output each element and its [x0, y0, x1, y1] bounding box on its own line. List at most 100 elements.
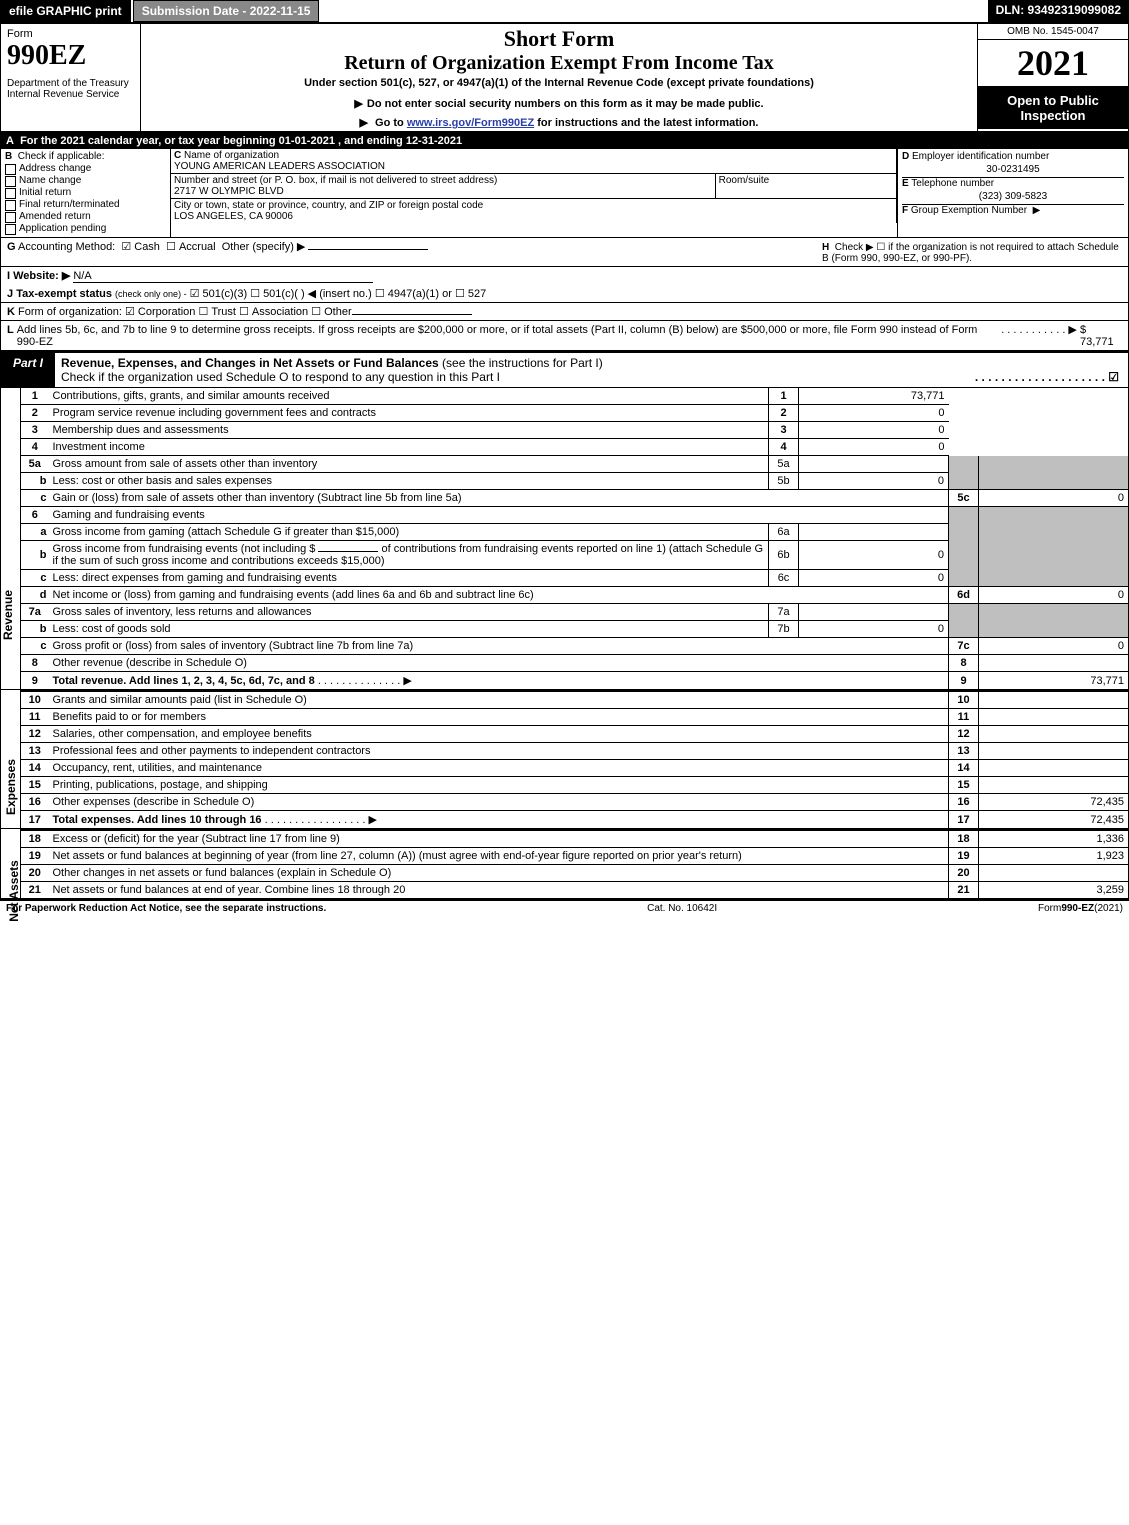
check-501c[interactable]: 501(c)( ) ◀ (insert no.) [250, 287, 372, 300]
line-10-amount [979, 691, 1129, 709]
line-5a-num: 5a [21, 456, 49, 473]
line-20-box: 20 [949, 865, 979, 882]
line-6-shade [949, 507, 979, 587]
check-application-pending[interactable]: Application pending [5, 223, 166, 234]
line-19-box: 19 [949, 848, 979, 865]
part-1-title: Revenue, Expenses, and Changes in Net As… [61, 356, 439, 370]
line-7c-amount: 0 [979, 638, 1129, 655]
check-name-change[interactable]: Name change [5, 175, 166, 186]
check-cash[interactable]: Cash [121, 241, 160, 253]
line-6a-desc: Gross income from gaming (attach Schedul… [49, 524, 769, 541]
check-501c3[interactable]: 501(c)(3) [190, 287, 248, 300]
check-trust[interactable]: Trust [198, 305, 236, 318]
line-5a-desc: Gross amount from sale of assets other t… [53, 458, 318, 470]
line-10-num: 10 [21, 691, 49, 709]
f-label: Group Exemption Number [911, 205, 1027, 216]
submission-date-button[interactable]: Submission Date - 2022-11-15 [133, 0, 320, 22]
part-1-note: (see the instructions for Part I) [442, 356, 603, 370]
line-14-desc: Occupancy, rent, utilities, and maintena… [49, 760, 949, 777]
org-name: YOUNG AMERICAN LEADERS ASSOCIATION [174, 161, 893, 172]
line-17-desc: Total expenses. Add lines 10 through 16 [53, 814, 262, 826]
k-other-input[interactable] [352, 314, 472, 315]
line-16-box: 16 [949, 794, 979, 811]
check-4947[interactable]: 4947(a)(1) or [375, 287, 452, 300]
check-527[interactable]: 527 [455, 287, 486, 300]
line-3-desc: Membership dues and assessments [49, 422, 769, 439]
line-16-num: 16 [21, 794, 49, 811]
check-initial-return[interactable]: Initial return [5, 187, 166, 198]
line-1-desc: Contributions, gifts, grants, and simila… [49, 388, 769, 405]
footer-right-post: (2021) [1094, 903, 1123, 914]
check-other-org[interactable]: Other [311, 305, 351, 318]
line-18-num: 18 [21, 830, 49, 848]
line-6d-amount: 0 [979, 587, 1129, 604]
line-21-num: 21 [21, 882, 49, 899]
l-amount: $ 73,771 [1080, 324, 1122, 348]
line-6b-subval: 0 [799, 541, 949, 570]
line-5c-box: 5c [949, 490, 979, 507]
h-text: Check ▶ ☐ if the organization is not req… [822, 242, 1119, 264]
line-7a-desc: Gross sales of inventory, less returns a… [49, 604, 769, 621]
g-other-input[interactable] [308, 249, 428, 250]
line-2-num: 2 [21, 405, 49, 422]
line-6-desc: Gaming and fundraising events [49, 507, 949, 524]
line-2-amount: 0 [799, 405, 949, 422]
netassets-vlabel: Net Assets [0, 829, 20, 899]
check-association[interactable]: Association [239, 305, 308, 318]
section-a: A For the 2021 calendar year, or tax yea… [0, 132, 1129, 149]
line-15-amount [979, 777, 1129, 794]
line-9-num: 9 [21, 672, 49, 690]
instructions-link[interactable]: www.irs.gov/Form990EZ [407, 117, 534, 129]
line-10-box: 10 [949, 691, 979, 709]
part-1-tag: Part I [1, 353, 55, 387]
section-l: L Add lines 5b, 6c, and 7b to line 9 to … [0, 321, 1129, 351]
line-5b-num: b [21, 473, 49, 490]
section-k: K Form of organization: Corporation Trus… [0, 303, 1129, 321]
efile-button[interactable]: efile GRAPHIC print [0, 0, 131, 22]
line-4-desc: Investment income [49, 439, 769, 456]
e-label: Telephone number [911, 178, 994, 189]
line-5b-subval: 0 [799, 473, 949, 490]
line-8-desc: Other revenue (describe in Schedule O) [49, 655, 949, 672]
subtitle-3: Go to www.irs.gov/Form990EZ for instruct… [147, 116, 971, 129]
line-13-box: 13 [949, 743, 979, 760]
line-18-amount: 1,336 [979, 830, 1129, 848]
d-label: Employer identification number [912, 151, 1049, 162]
line-14-num: 14 [21, 760, 49, 777]
i-label: Website: ▶ [13, 269, 70, 282]
part-1-schedule-o-check[interactable] [1108, 370, 1122, 384]
line-7-shade [949, 604, 979, 638]
omb-number: OMB No. 1545-0047 [978, 24, 1128, 40]
netassets-table: 18Excess or (deficit) for the year (Subt… [20, 829, 1129, 899]
form-header: Form 990EZ Department of the Treasury In… [0, 22, 1129, 132]
line-19-amount: 1,923 [979, 848, 1129, 865]
check-corporation[interactable]: Corporation [125, 305, 195, 318]
line-6d-box: 6d [949, 587, 979, 604]
line-11-desc: Benefits paid to or for members [49, 709, 949, 726]
footer-catno: Cat. No. 10642I [647, 903, 717, 914]
line-9-amount: 73,771 [979, 672, 1129, 690]
line-5-shade [949, 456, 979, 490]
line-20-amount [979, 865, 1129, 882]
form-number: 990EZ [7, 40, 134, 72]
line-5a-sublabel: 5a [769, 456, 799, 473]
line-6c-subval: 0 [799, 570, 949, 587]
line-15-num: 15 [21, 777, 49, 794]
line-12-box: 12 [949, 726, 979, 743]
line-8-num: 8 [21, 655, 49, 672]
line-18-box: 18 [949, 830, 979, 848]
section-d-e-f: D Employer identification number 30-0231… [898, 149, 1128, 237]
line-11-box: 11 [949, 709, 979, 726]
k-label: Form of organization: [18, 306, 122, 318]
check-address-change[interactable]: Address change [5, 163, 166, 174]
line-6a-sublabel: 6a [769, 524, 799, 541]
line-11-amount [979, 709, 1129, 726]
check-accrual[interactable]: Accrual [166, 241, 216, 253]
line-6b-blank[interactable] [318, 551, 378, 552]
check-final-return[interactable]: Final return/terminated [5, 199, 166, 210]
subtitle-3-pre: Go to [375, 117, 407, 129]
form-word: Form [7, 28, 134, 40]
revenue-table: 1Contributions, gifts, grants, and simil… [20, 388, 1129, 690]
line-7b-subval: 0 [799, 621, 949, 638]
check-amended-return[interactable]: Amended return [5, 211, 166, 222]
